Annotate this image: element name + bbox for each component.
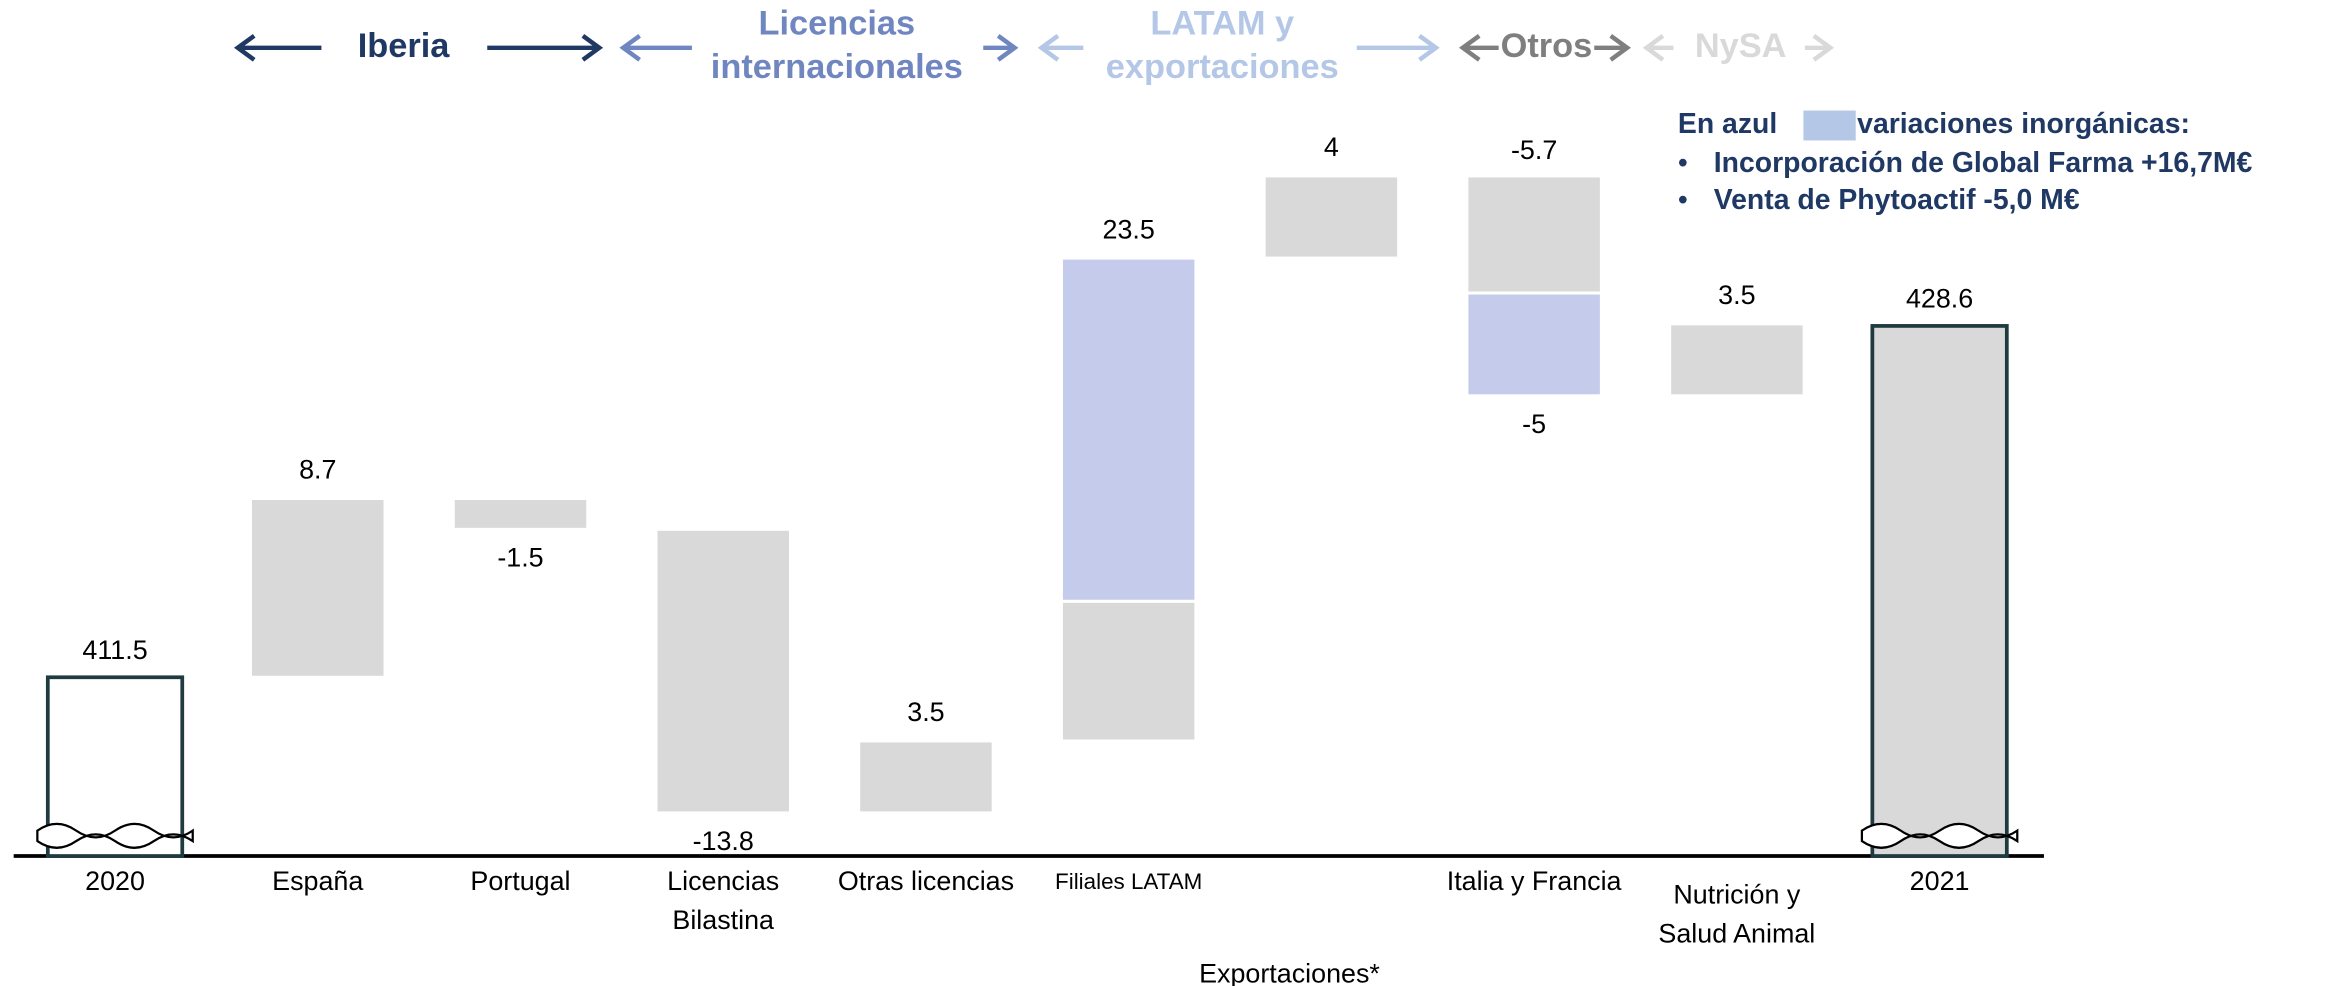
data-label: -5 xyxy=(1522,409,1546,439)
note-bullet-dot: • xyxy=(1678,184,1688,216)
group-label: Exportaciones* xyxy=(1199,959,1380,986)
data-label: 3.5 xyxy=(1718,280,1755,310)
note-bullet: Incorporación de Global Farma +16,7M€ xyxy=(1714,147,2253,179)
step-bar xyxy=(249,497,387,679)
header-arrows xyxy=(233,34,1835,62)
step-bar xyxy=(1262,174,1401,260)
data-label: 23.5 xyxy=(1103,214,1155,244)
x-tick-label: Italia y Francia xyxy=(1447,866,1622,896)
step-bar xyxy=(654,527,792,815)
axis-break xyxy=(36,822,194,849)
data-label: 411.5 xyxy=(82,635,147,665)
group-title: NySA xyxy=(1695,27,1787,65)
step-bar xyxy=(1465,291,1603,398)
step-bar xyxy=(857,739,995,815)
step-bar xyxy=(1465,174,1603,295)
x-tick-label: Salud Animal xyxy=(1658,918,1815,948)
x-tick-label: España xyxy=(272,866,363,896)
note-bullet: Venta de Phytoactif -5,0 M€ xyxy=(1714,184,2080,216)
x-tick-label: Filiales LATAM xyxy=(1055,869,1202,894)
x-tick-label: Licencias xyxy=(667,866,779,896)
x-tick-label: Portugal xyxy=(470,866,570,896)
data-label: -13.8 xyxy=(693,826,754,856)
group-title: internacionales xyxy=(711,48,963,86)
x-tick-label: 2021 xyxy=(1910,866,1970,896)
x-tick-label: Otras licencias xyxy=(838,866,1014,896)
group-title: Licencias xyxy=(759,4,916,42)
step-bar xyxy=(451,497,590,531)
note-lead: En azul xyxy=(1678,108,1777,140)
note-bullet-dot: • xyxy=(1678,147,1688,179)
step-bar xyxy=(1059,256,1198,603)
group-title: Iberia xyxy=(358,27,451,65)
step-bar xyxy=(1668,322,1806,398)
data-label: 4 xyxy=(1324,132,1339,162)
axis-break xyxy=(1860,822,2019,849)
step-bar xyxy=(1059,599,1198,743)
data-label: 8.7 xyxy=(299,455,336,485)
data-label: 3.5 xyxy=(907,697,944,727)
data-label: -1.5 xyxy=(497,542,543,572)
total-bar xyxy=(1870,324,2009,858)
note-rest: variaciones inorgánicas: xyxy=(1857,108,2190,140)
group-title: exportaciones xyxy=(1106,48,1339,86)
data-label: 428.6 xyxy=(1906,284,1973,314)
legend-swatch xyxy=(1803,110,1856,141)
x-tick-label: Bilastina xyxy=(672,905,774,935)
data-label: -5.7 xyxy=(1511,135,1557,165)
x-tick-label: 2020 xyxy=(85,866,145,896)
group-title: Otros xyxy=(1501,27,1593,65)
group-title: LATAM y xyxy=(1150,4,1294,42)
x-tick-label: Nutrición y xyxy=(1673,879,1801,909)
